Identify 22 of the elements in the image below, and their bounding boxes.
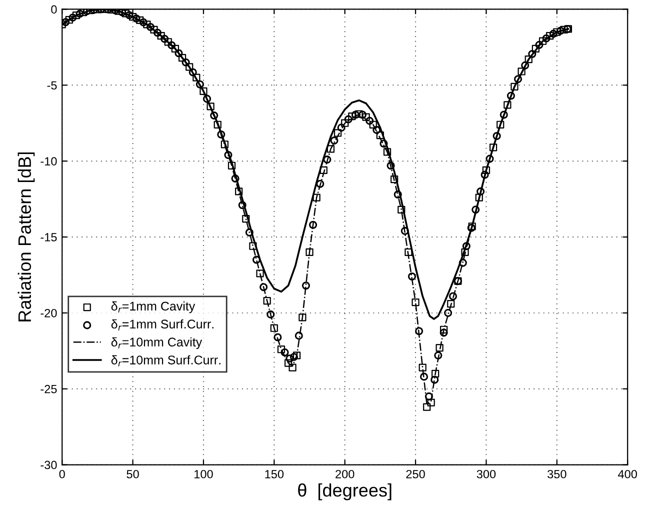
y-tick-label: -5 [47, 81, 57, 90]
x-tick-label: 350 [548, 470, 566, 478]
x-tick-label: 100 [194, 470, 213, 478]
x-tick-label: 50 [126, 470, 139, 478]
y-tick-label: -30 [40, 460, 57, 470]
x-tick-label: 400 [618, 470, 637, 478]
y-tick-label: 0 [51, 5, 57, 14]
y-tick-label: -25 [40, 384, 57, 394]
x-tick-label: 0 [59, 470, 65, 478]
legend-label: δ$_{r}$=10mm Surf.Curr. [111, 355, 220, 366]
y-tick-label: -10 [40, 157, 57, 166]
y-tick-label: -15 [40, 233, 57, 242]
x-tick-label: 200 [336, 470, 354, 478]
legend-label: δ$_{r}$=1mm Surf.Curr. [111, 319, 214, 330]
x-tick-label: 300 [476, 470, 496, 478]
legend-label: δ$_{r}$=1mm Cavity [111, 301, 196, 314]
x-axis-title: θ [degrees] [298, 483, 392, 500]
x-tick-label: 250 [406, 470, 425, 478]
x-tick-label: 150 [265, 470, 284, 478]
y-tick-label: -20 [40, 308, 57, 318]
y-axis-title: Ratiation Pattern [dB] [18, 152, 35, 322]
legend-label: δ$_{r}$=10mm Cavity [111, 337, 202, 349]
